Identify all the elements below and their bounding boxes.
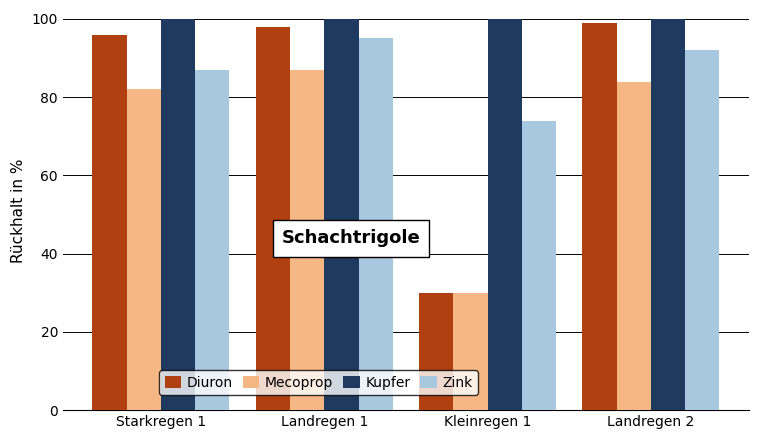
Bar — [195, 70, 230, 410]
Bar — [359, 38, 393, 410]
Text: Schachtrigole: Schachtrigole — [282, 230, 420, 247]
Legend: Diuron, Mecoprop, Kupfer, Zink: Diuron, Mecoprop, Kupfer, Zink — [159, 370, 478, 395]
Bar — [651, 19, 686, 410]
Bar — [127, 89, 161, 410]
Bar — [255, 27, 290, 410]
Bar — [522, 121, 556, 410]
Y-axis label: Rückhalt in %: Rückhalt in % — [11, 158, 26, 263]
Bar — [686, 50, 720, 410]
Bar — [616, 81, 651, 410]
Bar — [92, 35, 127, 410]
Bar — [290, 70, 325, 410]
Bar — [453, 293, 488, 410]
Bar — [419, 293, 453, 410]
Bar — [488, 19, 522, 410]
Bar — [325, 19, 359, 410]
Bar — [582, 23, 616, 410]
Bar — [161, 19, 195, 410]
